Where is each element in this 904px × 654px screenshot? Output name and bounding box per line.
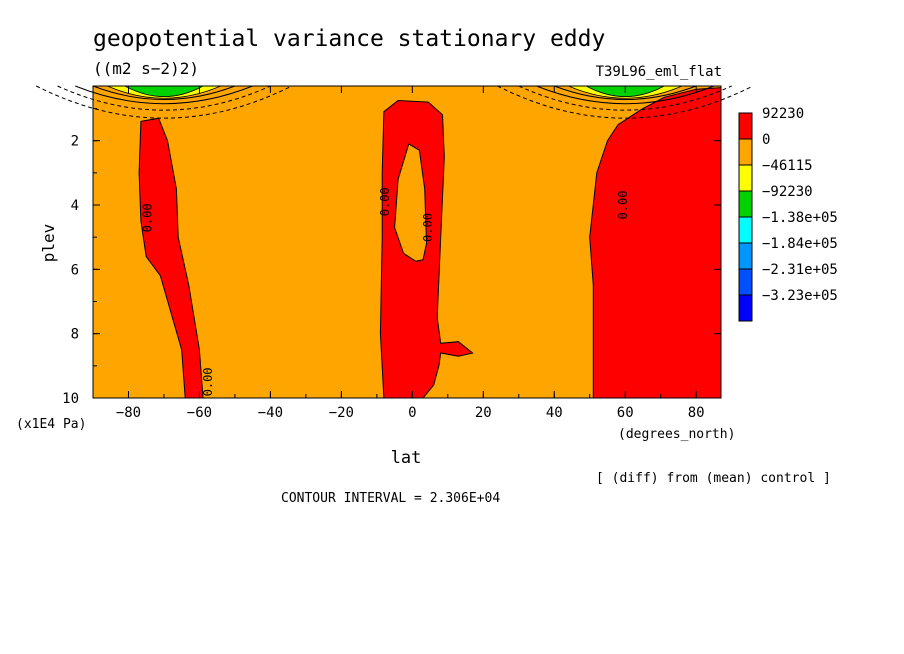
legend-swatch [738,268,753,296]
footnote: [ (diff) from (mean) control ] [596,471,831,486]
legend-swatch [738,294,753,322]
x-tick-label: 0 [408,405,416,421]
y-axis: 2 4 6 8 10 [62,108,721,407]
x-tick-label: 20 [475,405,492,421]
positive-regions [138,87,722,399]
legend-label: −92230 [762,184,813,200]
polar-ring-1-3 [554,85,697,100]
chart-title: geopotential variance stationary eddy [93,26,605,52]
legend-label: −1.38e+05 [762,210,838,226]
x-axis: −80 −60 −40 −20 0 20 40 60 80 [92,86,705,421]
x-tick-label: −60 [187,405,212,421]
legend-label: −46115 [762,158,813,174]
polar-ring-1-2 [536,85,715,105]
legend-label: −1.84e+05 [762,236,838,252]
legend-label: 0 [762,132,770,148]
polar-ring-1-0 [497,85,754,119]
x-tick-label: 80 [688,405,705,421]
polar-ring-0-0 [36,85,292,119]
legend-label: −2.31e+05 [762,262,838,278]
plot-frame [92,85,722,399]
legend-label: 92230 [762,106,804,122]
x-tick-label: 40 [546,405,563,421]
y-axis-units: (x1E4 Pa) [16,417,86,432]
contour-interval: CONTOUR INTERVAL = 2.306E+04 [281,491,500,506]
y-axis-label: plev [39,224,58,263]
x-tick-label: 60 [617,405,634,421]
plot-area: 0.00 0.00 0.00 0.00 0.00 [36,85,754,399]
legend-swatch [738,190,753,218]
contour-label-0: 0.00 [140,203,154,232]
polar-ring-0-2 [75,85,253,105]
contour-labels: 0.00 0.00 0.00 0.00 0.00 [140,187,629,396]
legend-swatch [738,242,753,270]
y-tick-label: 2 [71,134,79,150]
contour-label-3: 0.00 [421,213,435,242]
chart-units: ((m2 s−2)2) [93,59,199,78]
legend: 92230 0 −46115 −92230 −1.38e+05 −1.84e+05 −2.3… [738,106,838,322]
legend-label: −3.23e+05 [762,288,838,304]
polar-ring-1-1 [518,85,732,111]
y-tick-label: 10 [62,391,79,407]
run-label: T39L96_eml_flat [596,64,722,80]
y-tick-label: 4 [71,198,79,214]
polar-ring-0-3 [92,85,236,100]
y-tick-label: 8 [71,327,79,343]
contour-label-2: 0.00 [378,187,392,216]
contour-label-4: 0.00 [616,191,630,220]
x-tick-label: −40 [258,405,283,421]
polar-ring-0-1 [57,85,271,111]
legend-swatch [738,164,753,192]
x-tick-label: −80 [116,405,141,421]
x-axis-label: lat [391,448,422,468]
legend-swatch [738,112,753,140]
polar-fill-0-1 [124,85,204,98]
y-tick-label: 6 [71,262,79,278]
x-axis-units: (degrees_north) [618,427,735,442]
legend-swatch [738,216,753,244]
center-hole [394,143,428,262]
legend-swatch [738,138,753,166]
x-tick-label: −20 [329,405,354,421]
contour-label-1: 0.00 [201,367,215,396]
